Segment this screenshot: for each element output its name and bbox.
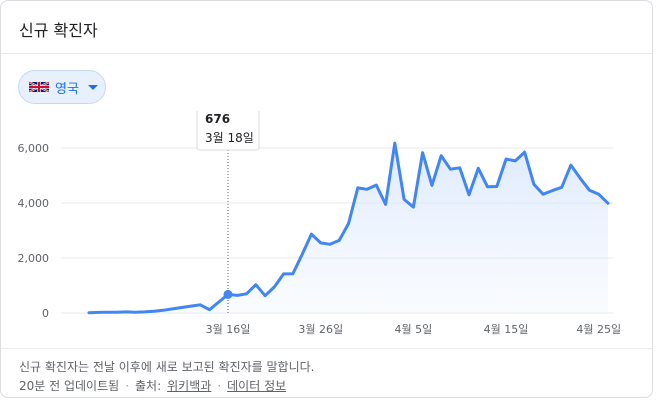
new-cases-chart[interactable]: 0 2,000 4,000 6,000 3월 16일 3월 26일 4월 5일 4월 15일… — [1, 111, 654, 341]
country-label: 영국 — [55, 81, 79, 97]
footer-description: 신규 확진자는 전날 이후에 새로 보고된 확진자를 말합니다. — [19, 360, 315, 374]
chevron-down-icon — [87, 84, 98, 90]
updated-text: 20분 전 업데이트됨 — [19, 379, 120, 393]
tooltip: 676 3월 18일 — [196, 111, 260, 151]
highlight-point[interactable] — [223, 289, 233, 299]
footer-meta: 20분 전 업데이트됨 · 출처: 위키백과 · 데이터 정보 — [19, 377, 286, 394]
source-link[interactable]: 위키백과 — [167, 379, 212, 393]
title-divider — [1, 53, 652, 54]
card-title: 신규 확진자 — [19, 21, 98, 40]
data-info-link[interactable]: 데이터 정보 — [227, 379, 287, 393]
series-area — [89, 143, 608, 313]
country-selector[interactable]: 영국 — [18, 70, 106, 104]
separator-dot: · — [217, 378, 222, 393]
y-tick-label: 6,000 — [18, 142, 50, 155]
x-tick-label: 4월 25일 — [576, 322, 621, 336]
source-prefix: 출처: — [135, 379, 162, 393]
tooltip-date: 3월 18일 — [205, 131, 254, 145]
footer-divider — [1, 348, 652, 349]
new-cases-card: 신규 확진자 영국 0 2,000 4,000 6,000 3월 16일 3월 26일 4… — [0, 0, 653, 398]
x-tick-label: 4월 15일 — [484, 322, 529, 336]
x-tick-label: 4월 5일 — [395, 322, 433, 336]
x-tick-label: 3월 26일 — [298, 322, 343, 336]
y-tick-label: 0 — [42, 307, 49, 320]
tooltip-value: 676 — [205, 112, 230, 126]
y-tick-label: 2,000 — [18, 252, 50, 265]
series-line — [87, 141, 610, 315]
separator-dot: · — [125, 378, 130, 393]
uk-flag-icon — [29, 81, 49, 93]
y-tick-label: 4,000 — [18, 197, 50, 210]
x-tick-label: 3월 16일 — [206, 322, 251, 336]
